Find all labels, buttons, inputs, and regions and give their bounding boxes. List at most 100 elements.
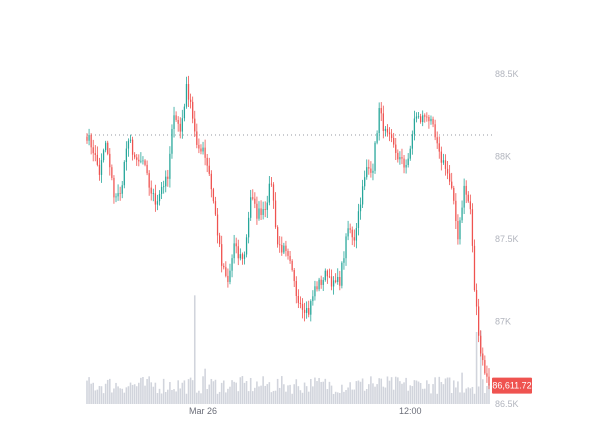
candle bbox=[198, 138, 200, 154]
candle bbox=[129, 134, 132, 144]
volume-bar bbox=[200, 393, 202, 404]
candle bbox=[239, 248, 241, 261]
candle bbox=[432, 116, 434, 128]
candle bbox=[150, 180, 152, 201]
volume-bar bbox=[421, 388, 424, 404]
candle bbox=[192, 96, 194, 124]
candle bbox=[370, 161, 372, 178]
volume-bar bbox=[210, 378, 213, 404]
volume-bar bbox=[299, 390, 302, 404]
candle bbox=[185, 76, 188, 109]
candle bbox=[324, 268, 326, 282]
candle bbox=[341, 261, 343, 289]
volume-bar bbox=[388, 380, 391, 404]
candle bbox=[393, 132, 395, 148]
candle bbox=[374, 141, 376, 174]
volume-bar bbox=[222, 380, 225, 404]
volume-bar bbox=[355, 381, 358, 404]
candle bbox=[372, 163, 374, 181]
volume-bar bbox=[123, 392, 126, 404]
volume-bar bbox=[88, 377, 90, 404]
candle bbox=[471, 203, 474, 253]
candle bbox=[233, 234, 235, 264]
volume-bar bbox=[334, 391, 337, 404]
volume-bar bbox=[401, 383, 403, 404]
candle bbox=[438, 136, 440, 159]
volume-bar bbox=[212, 381, 215, 404]
volume-bar bbox=[264, 385, 266, 404]
candle bbox=[293, 267, 295, 288]
candle bbox=[407, 153, 409, 168]
candle bbox=[478, 298, 480, 343]
volume-bar bbox=[320, 381, 322, 404]
volume-bar bbox=[347, 387, 349, 404]
volume-bar bbox=[148, 376, 150, 404]
volume-bar bbox=[322, 381, 325, 404]
volume-bar bbox=[237, 391, 240, 404]
candle bbox=[380, 102, 382, 122]
candle bbox=[223, 263, 225, 270]
candle bbox=[442, 153, 445, 165]
volume-bar bbox=[119, 388, 121, 404]
candlesticks bbox=[86, 75, 493, 390]
volume-bar bbox=[349, 382, 351, 404]
volume-bar bbox=[156, 393, 159, 404]
candle bbox=[355, 222, 358, 249]
volume-bar bbox=[314, 377, 316, 404]
candle bbox=[154, 184, 157, 212]
candle bbox=[386, 124, 389, 137]
volume-bar bbox=[370, 376, 372, 404]
candle bbox=[227, 268, 229, 288]
candle bbox=[148, 170, 150, 196]
candle bbox=[297, 289, 299, 309]
candle bbox=[328, 268, 331, 279]
candle bbox=[459, 217, 461, 245]
volume-bar bbox=[216, 393, 219, 404]
volume-bar bbox=[459, 392, 461, 404]
candle bbox=[225, 261, 227, 278]
candle bbox=[289, 251, 291, 264]
candle bbox=[140, 152, 142, 164]
volume-bar bbox=[196, 392, 198, 404]
candle bbox=[245, 234, 248, 258]
volume-bar bbox=[115, 382, 117, 404]
volume-bar bbox=[169, 382, 171, 404]
candle bbox=[200, 144, 202, 155]
volume-bar bbox=[330, 385, 333, 404]
volume-bar bbox=[343, 391, 345, 404]
last-price-label: 86,611.72 bbox=[492, 381, 531, 391]
volume-bar bbox=[245, 381, 248, 404]
volume-bar bbox=[187, 379, 190, 404]
volume-bar bbox=[113, 388, 115, 404]
candle bbox=[169, 146, 171, 188]
candle bbox=[301, 298, 304, 319]
volume-bar bbox=[372, 383, 374, 404]
candle bbox=[419, 113, 422, 124]
y-tick-label: 86.5K bbox=[495, 399, 519, 409]
candle bbox=[152, 188, 154, 202]
volume-bar bbox=[291, 393, 293, 404]
volume-bar bbox=[202, 376, 204, 404]
candle bbox=[123, 160, 125, 189]
candle bbox=[465, 180, 467, 204]
volume-bar bbox=[392, 389, 395, 404]
candle bbox=[291, 259, 293, 272]
candle bbox=[235, 237, 237, 254]
volume-bar bbox=[235, 382, 237, 404]
volume-bar bbox=[455, 387, 457, 404]
candle bbox=[310, 299, 312, 322]
volume-bar bbox=[305, 386, 308, 404]
volume-bar bbox=[243, 382, 246, 404]
candle bbox=[320, 275, 322, 289]
candle bbox=[287, 248, 289, 260]
volume-bar bbox=[249, 377, 252, 404]
candle bbox=[424, 113, 426, 123]
x-tick-label: 12:00 bbox=[399, 406, 422, 416]
volume-bar bbox=[450, 393, 453, 404]
volume-bar bbox=[206, 389, 208, 404]
candle bbox=[417, 112, 420, 119]
volume-bar bbox=[403, 382, 405, 404]
candle bbox=[303, 302, 306, 322]
candle bbox=[136, 154, 138, 166]
